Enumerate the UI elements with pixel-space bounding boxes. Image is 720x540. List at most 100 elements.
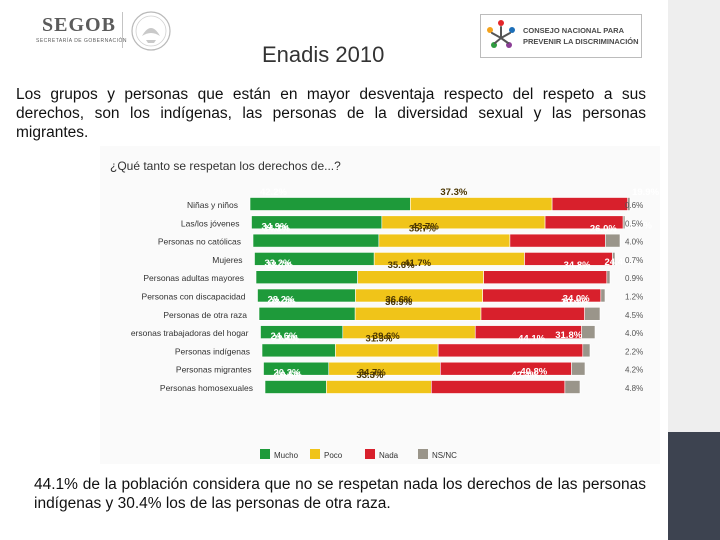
value-label-mucho: 22.4% — [272, 333, 299, 344]
value-label-poco: 39.6% — [373, 331, 400, 342]
bar-poco — [381, 215, 546, 230]
legend-swatch-nsnc — [418, 449, 428, 459]
bar-poco — [335, 343, 439, 358]
value-label-nsnc: 4.5% — [625, 311, 643, 320]
value-label-poco: 36.9% — [385, 297, 412, 308]
value-label-nada: 42.4% — [511, 370, 538, 381]
bar-poco — [378, 233, 511, 248]
legend-label-mucho: Mucho — [274, 451, 299, 460]
category-label: Personas no católicas — [158, 237, 241, 247]
bar-poco — [355, 288, 483, 303]
respect-chart: ¿Qué tanto se respetan los derechos de..… — [100, 146, 660, 464]
bar-nsnc — [605, 233, 621, 248]
bar-mucho — [264, 380, 327, 394]
category-label: Personas migrantes — [176, 365, 252, 375]
value-label-mucho: 33.2% — [265, 258, 292, 269]
value-label-poco: 31.3% — [365, 333, 392, 344]
value-label-nada: 44.1% — [518, 333, 545, 344]
value-label-nada: 40.8% — [520, 367, 547, 378]
value-label-nada: 34.0% — [563, 294, 590, 305]
value-label-nsnc: 4.0% — [625, 238, 643, 247]
bar-poco — [342, 325, 476, 339]
value-label-nada: 31.8% — [555, 330, 582, 341]
value-label-mucho: 34.9% — [262, 221, 289, 232]
bar-nsnc — [627, 197, 631, 211]
bar-poco — [326, 380, 432, 394]
bar-nada — [440, 361, 572, 376]
value-label-poco: 35.7% — [409, 224, 436, 235]
legend-label-nada: Nada — [379, 451, 399, 460]
segob-name: SEGOB — [42, 14, 116, 36]
value-label-poco: 34.7% — [359, 368, 386, 379]
bar-nsnc — [600, 288, 606, 303]
category-label: ersonas trabajadoras del hogar — [131, 328, 249, 338]
category-label: Las/los jóvenes — [181, 218, 240, 228]
value-label-nada: 30.4% — [561, 297, 588, 308]
value-label-poco: 33.3% — [356, 370, 383, 381]
side-accent-dark — [668, 432, 720, 540]
bar-nsnc — [584, 307, 601, 321]
value-label-nsnc: 4.8% — [625, 384, 643, 393]
eagle-seal-icon — [131, 11, 171, 51]
conapred-text: CONSEJO NACIONAL PARA PREVENIR LA DISCRI… — [523, 25, 639, 47]
value-label-nada: 19.9% — [632, 187, 659, 198]
value-label-poco: 36.6% — [385, 295, 412, 306]
value-label-nsnc: 4.2% — [625, 366, 643, 375]
category-label: Personas indígenas — [175, 346, 250, 356]
bar-nada — [431, 380, 566, 394]
bar-nsnc — [582, 343, 591, 358]
intro-paragraph: Los grupos y personas que están en mayor… — [16, 86, 646, 141]
bar-nada — [483, 270, 608, 284]
value-label-nada: 20.9% — [625, 220, 652, 231]
bar-mucho — [252, 233, 380, 248]
value-label-nsnc: 2.2% — [625, 347, 643, 356]
value-label-nada: 24.4% — [605, 257, 632, 268]
value-label-mucho: 28.7% — [266, 260, 293, 271]
bar-mucho — [258, 307, 356, 321]
segob-subtitle: SECRETARÍA DE GOBERNACIÓN — [36, 38, 128, 44]
value-label-nada: 26.0% — [590, 224, 617, 235]
bar-mucho — [261, 343, 336, 358]
legend-swatch-nada — [365, 449, 375, 459]
chart-svg: ¿Qué tanto se respetan los derechos de..… — [100, 146, 660, 464]
bar-mucho — [255, 270, 358, 284]
value-label-nsnc: 0.6% — [625, 201, 643, 210]
category-label: Mujeres — [212, 255, 242, 265]
value-label-mucho: 19.5% — [275, 370, 302, 381]
value-label-poco: 43.7% — [412, 221, 439, 232]
value-label-nsnc: 1.2% — [625, 293, 643, 302]
category-label: Personas homosexuales — [160, 383, 253, 393]
page-title: Enadis 2010 — [262, 42, 385, 67]
value-label-mucho: 28.2% — [268, 295, 295, 306]
value-label-nsnc: 0.9% — [625, 274, 643, 283]
legend-swatch-mucho — [260, 449, 270, 459]
value-label-mucho: 24.6% — [271, 331, 298, 342]
legend-label-nsnc: NS/NC — [432, 451, 457, 460]
category-label: Personas de otra raza — [163, 310, 247, 320]
bar-nsnc — [622, 215, 626, 230]
category-label: Personas adultas mayores — [143, 273, 244, 283]
legend-label-poco: Poco — [324, 451, 343, 460]
logo-divider — [122, 12, 123, 48]
value-label-mucho: 34.3% — [263, 224, 290, 235]
bar-nsnc — [612, 252, 616, 266]
category-label: Niñas y niños — [187, 200, 238, 210]
bar-nada — [480, 307, 585, 321]
value-label-nsnc: 4.0% — [625, 329, 643, 338]
value-label-mucho: 28.2% — [269, 297, 296, 308]
bar-nsnc — [606, 270, 611, 284]
conapred-line-1: CONSEJO NACIONAL PARA — [523, 26, 624, 35]
legend-swatch-poco — [310, 449, 320, 459]
value-label-poco: 35.6% — [388, 260, 415, 271]
bar-mucho — [249, 197, 411, 211]
value-label-mucho: 20.3% — [274, 368, 301, 379]
bar-nada — [509, 233, 606, 248]
bar-poco — [357, 270, 484, 284]
conapred-line-2: PREVENIR LA DISCRIMINACIÓN — [523, 37, 639, 46]
bar-nada — [437, 343, 584, 358]
conapred-logo: CONSEJO NACIONAL PARA PREVENIR LA DISCRI… — [480, 14, 642, 58]
category-label: Personas con discapacidad — [142, 292, 246, 302]
bar-nada — [551, 197, 629, 211]
value-label-nada: 34.8% — [564, 260, 591, 271]
conapred-people-icon — [487, 20, 515, 48]
